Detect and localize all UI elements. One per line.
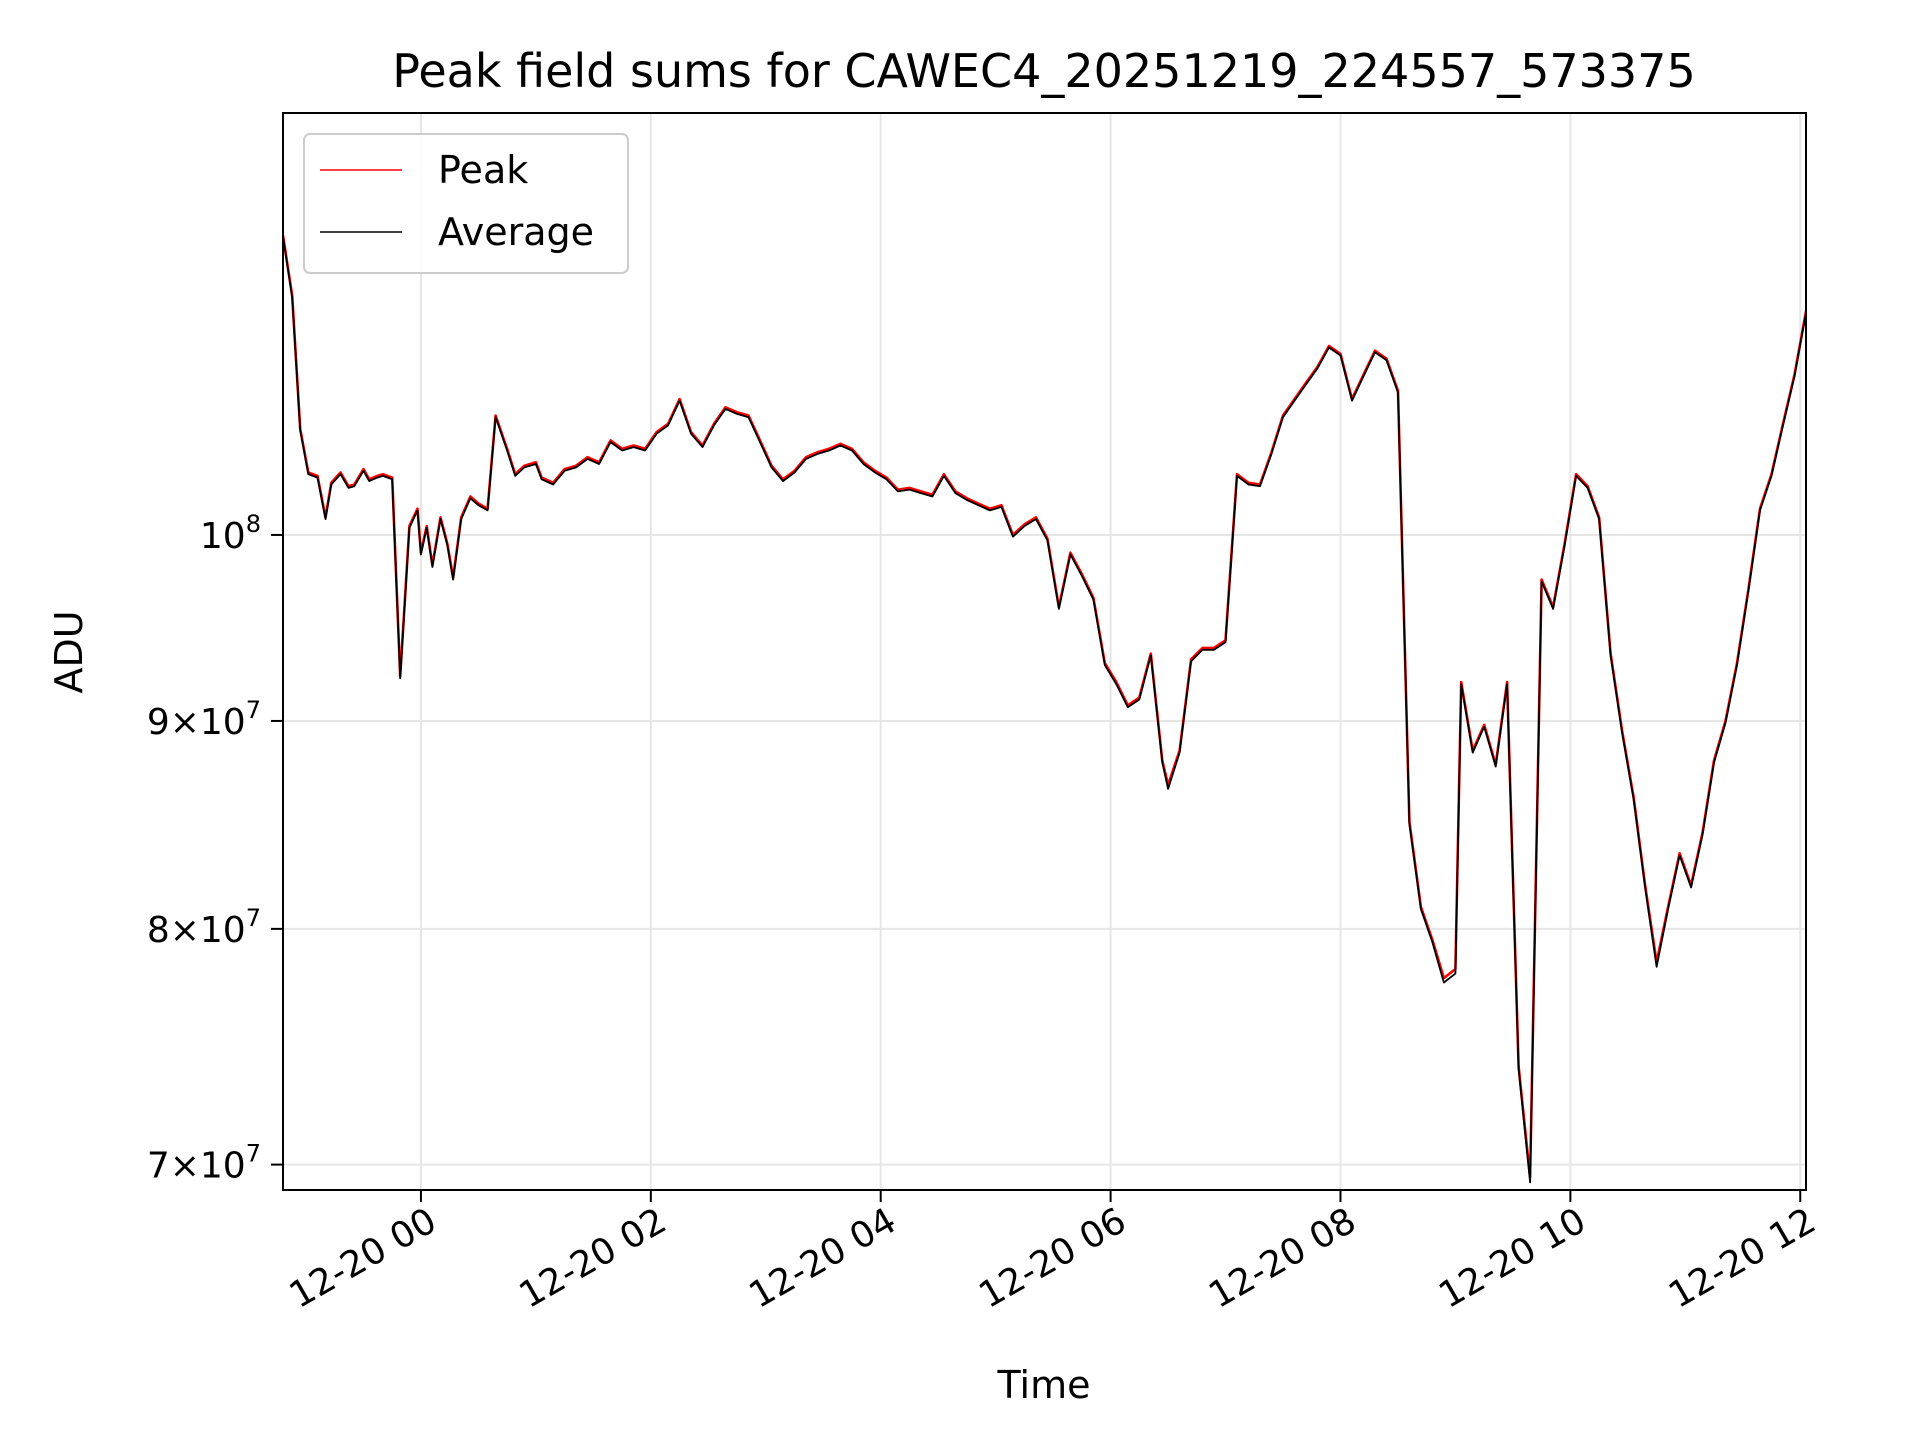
y-tick-label-1: 9×107: [147, 696, 261, 743]
y-tick-label-2: 8×107: [147, 904, 261, 951]
chart-title: Peak field sums for CAWEC4_20251219_2245…: [392, 44, 1695, 98]
plot-frame: [282, 112, 1807, 1191]
legend: Peak Average: [303, 133, 629, 274]
legend-label-average: Average: [438, 210, 594, 254]
legend-label-peak: Peak: [438, 148, 528, 192]
legend-box: [303, 133, 629, 274]
x-axis-label: Time: [997, 1363, 1091, 1407]
series-line-average: [283, 236, 1806, 1184]
grid: [283, 113, 1806, 1190]
y-tick-label-3: 7×107: [147, 1140, 261, 1187]
y-axis-label: ADU: [47, 610, 91, 693]
series-lines: [283, 235, 1806, 1184]
